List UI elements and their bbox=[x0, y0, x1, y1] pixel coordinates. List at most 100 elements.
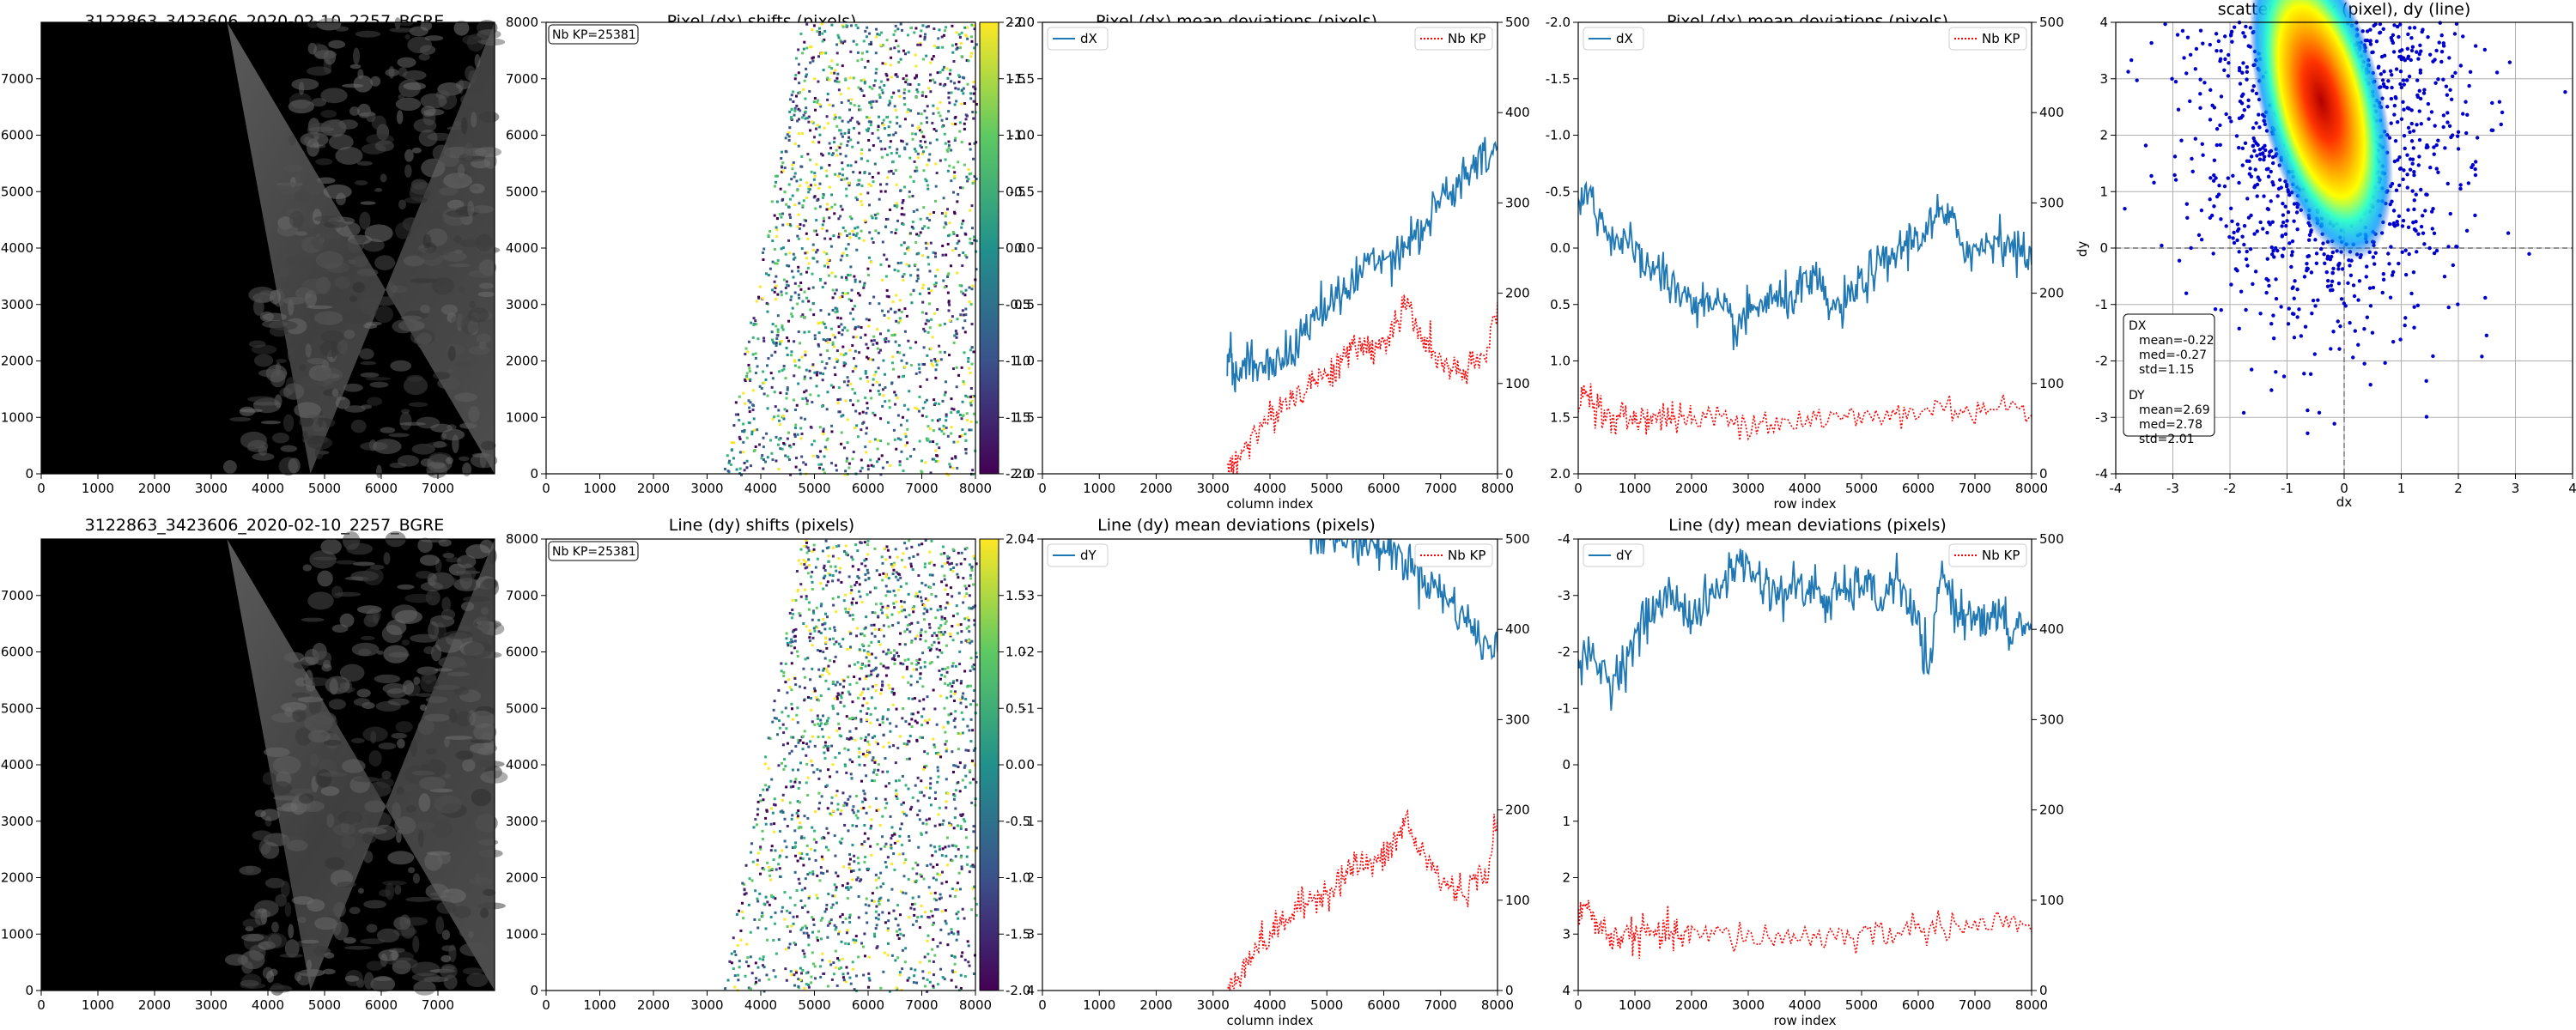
dx-map-keypoint bbox=[960, 222, 963, 226]
dy-map-keypoint bbox=[920, 791, 923, 794]
dx-map-keypoint bbox=[859, 280, 862, 283]
dx-map-keypoint bbox=[927, 292, 931, 295]
image-top-texture-patch bbox=[306, 66, 332, 76]
scatter-point bbox=[2370, 330, 2375, 335]
dx-row-series-group bbox=[1578, 180, 2032, 441]
dx-map-keypoint bbox=[838, 116, 841, 119]
dx-map-keypoint bbox=[781, 415, 785, 418]
image-top-xtick-label: 6000 bbox=[365, 481, 398, 496]
image-bottom-xtick-label: 5000 bbox=[308, 997, 341, 1013]
dx-map-keypoint bbox=[936, 71, 939, 75]
dx-map-keypoint bbox=[813, 136, 817, 139]
dx-map-keypoint bbox=[748, 410, 751, 414]
dy-map-keypoint bbox=[884, 806, 887, 809]
image-top-texture-patch bbox=[420, 21, 433, 31]
dx-map-keypoint bbox=[819, 463, 823, 466]
dy-map-keypoint bbox=[793, 942, 796, 945]
image-bottom-texture-patch bbox=[264, 877, 285, 888]
scatter-point bbox=[2224, 224, 2228, 228]
dx-col-y2tick-label: 500 bbox=[1505, 15, 1530, 30]
dx-map-keypoint bbox=[819, 52, 823, 56]
dy-map-keypoint bbox=[915, 721, 919, 724]
dx-map-keypoint bbox=[837, 331, 841, 335]
image-bottom-texture-patch bbox=[258, 908, 267, 913]
dy-map-keypoint bbox=[920, 779, 923, 783]
scatter-point bbox=[2312, 352, 2317, 356]
scatter-point bbox=[2439, 33, 2444, 38]
scatter-point bbox=[2500, 110, 2505, 115]
dx-map-keypoint bbox=[939, 70, 942, 74]
dx-map-keypoint bbox=[797, 48, 800, 52]
scatter-point bbox=[2309, 270, 2314, 275]
image-bottom-texture-patch bbox=[343, 936, 356, 944]
image-bottom-texture-patch bbox=[404, 593, 433, 603]
dy-map-keypoint bbox=[900, 605, 903, 609]
scatter-point bbox=[2387, 262, 2391, 266]
dy-map-keypoint bbox=[879, 662, 883, 665]
dx-map-keypoint bbox=[762, 381, 766, 385]
dx-map-ytick-label: 6000 bbox=[506, 128, 538, 143]
dx-map-keypoint bbox=[963, 351, 966, 354]
scatter-point bbox=[2362, 361, 2366, 366]
dx-map-keypoint bbox=[895, 294, 898, 297]
dx-map-keypoint bbox=[813, 184, 817, 187]
scatter-point bbox=[2415, 303, 2421, 308]
dx-map-keypoint bbox=[858, 351, 861, 354]
dy-map-keypoint bbox=[887, 683, 890, 687]
image-top-texture-patch bbox=[453, 120, 462, 127]
scatter-point bbox=[2241, 61, 2245, 65]
image-top-texture-patch bbox=[469, 345, 490, 355]
image-bottom-texture-patch bbox=[328, 699, 347, 710]
dy-map-keypoint bbox=[756, 851, 760, 855]
dx-map-keypoint bbox=[826, 78, 829, 82]
image-top-texture-patch bbox=[462, 34, 480, 45]
image-top-ytick-label: 0 bbox=[25, 466, 33, 482]
dx-map-keypoint bbox=[963, 101, 967, 105]
dx-map-keypoint bbox=[860, 79, 863, 82]
dx-map-keypoint bbox=[901, 28, 904, 32]
dx-map-keypoint bbox=[917, 82, 920, 86]
dx-map-keypoint bbox=[843, 473, 847, 476]
dy-map-keypoint bbox=[823, 566, 826, 570]
dx-map-keypoint bbox=[775, 344, 778, 348]
scatter-point bbox=[2397, 261, 2401, 266]
dx-map-keypoint bbox=[943, 132, 946, 136]
dx-map-keypoint bbox=[856, 27, 860, 30]
dx-map-keypoint bbox=[727, 461, 731, 464]
dy-map-keypoint bbox=[816, 698, 819, 701]
dx-map-keypoint bbox=[770, 354, 774, 357]
dy-map-keypoint bbox=[769, 849, 773, 852]
dx-map-keypoint bbox=[848, 233, 852, 236]
dy-map-keypoint bbox=[867, 972, 871, 975]
dx-map-keypoint bbox=[791, 167, 794, 171]
dx-map-keypoint bbox=[936, 359, 939, 362]
dx-map-keypoint bbox=[933, 402, 937, 405]
dx-map-keypoint bbox=[767, 233, 770, 237]
dx-map-keypoint bbox=[812, 229, 816, 233]
dx-map-keypoint bbox=[776, 328, 780, 331]
dx-map-keypoint bbox=[908, 232, 912, 235]
dy-map-keypoint bbox=[799, 978, 802, 982]
image-top-texture-patch bbox=[357, 69, 364, 80]
dx-map-keypoint bbox=[882, 394, 885, 397]
scatter-point bbox=[2348, 264, 2352, 268]
image-top-texture-patch bbox=[407, 36, 433, 54]
dx-map-area bbox=[546, 22, 975, 474]
dx-map-keypoint bbox=[928, 153, 932, 156]
dx-map-keypoint bbox=[749, 464, 752, 468]
dx-map-keypoint bbox=[850, 24, 854, 27]
dx-map-keypoint bbox=[867, 318, 871, 322]
image-top-texture-patch bbox=[376, 464, 382, 479]
dy-map-keypoint bbox=[924, 584, 927, 587]
dx-map-keypoint bbox=[825, 252, 829, 256]
dx-map-keypoint bbox=[956, 233, 959, 237]
dy-map-keypoint bbox=[969, 670, 972, 673]
scatter-point bbox=[2473, 160, 2478, 164]
image-top-texture-patch bbox=[432, 144, 451, 162]
scatter-point bbox=[2241, 410, 2246, 415]
dx-map-keypoint bbox=[801, 300, 805, 303]
dx-map-keypoint bbox=[791, 163, 794, 167]
scatter-point bbox=[2295, 287, 2300, 292]
dx-map-keypoint bbox=[790, 94, 793, 97]
scatter-ylabel: dy bbox=[2075, 241, 2090, 258]
